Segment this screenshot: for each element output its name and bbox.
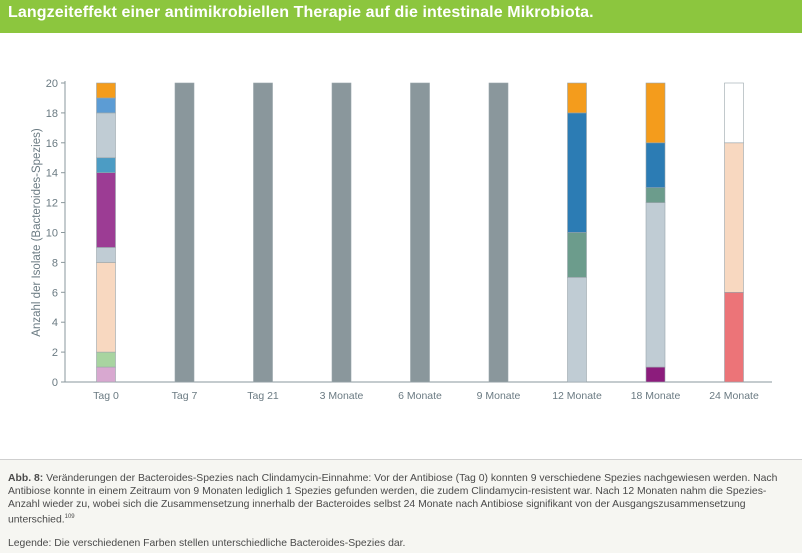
chart-panel: 0 2 4 6 8 10 12 14 16 18 20 Anzahl der Isolate (Bac… bbox=[0, 33, 802, 460]
bar-segment bbox=[646, 367, 665, 382]
bar-segment bbox=[97, 367, 116, 382]
bar-segment bbox=[97, 113, 116, 158]
x-tick-label: 12 Monate bbox=[552, 390, 602, 402]
caption-reference: 109 bbox=[65, 514, 75, 520]
bar-segment bbox=[411, 83, 430, 382]
caption-legend: Legende: Die verschiedenen Farben stelle… bbox=[8, 538, 405, 549]
y-tick-label: 10 bbox=[46, 228, 58, 240]
caption-text: Veränderungen der Bacteroides-Spezies na… bbox=[8, 473, 777, 525]
bar-segment bbox=[332, 83, 351, 382]
bar-segment bbox=[725, 143, 744, 292]
bar-segment bbox=[646, 188, 665, 203]
x-tick-label: 9 Monate bbox=[477, 390, 521, 402]
y-tick-label: 12 bbox=[46, 198, 58, 210]
y-tick-label: 16 bbox=[46, 138, 58, 150]
bar-segment bbox=[568, 113, 587, 233]
y-tick-label: 0 bbox=[52, 377, 58, 389]
x-tick-label: 24 Monate bbox=[709, 390, 759, 402]
bar-segment bbox=[97, 158, 116, 173]
y-tick-label: 18 bbox=[46, 108, 58, 120]
y-tick-label: 20 bbox=[46, 78, 58, 90]
y-tick-label: 14 bbox=[46, 168, 58, 180]
bar-segment bbox=[97, 83, 116, 98]
x-tick-label: 3 Monate bbox=[320, 390, 364, 402]
bar-segment bbox=[97, 173, 116, 248]
title-banner: Langzeiteffekt einer antimikrobiellen Th… bbox=[0, 0, 802, 33]
bar-segment bbox=[725, 292, 744, 382]
bar-segment bbox=[568, 277, 587, 382]
bar-segment bbox=[489, 83, 508, 382]
x-tick-label: 6 Monate bbox=[398, 390, 442, 402]
bar-segment bbox=[97, 352, 116, 367]
y-axis-label: Anzahl der Isolate (Bacteroides-Spezies) bbox=[31, 128, 43, 337]
bar-segment bbox=[97, 98, 116, 113]
bar-segment bbox=[725, 83, 744, 143]
bar-segment bbox=[646, 143, 665, 188]
x-tick-label: 18 Monate bbox=[631, 390, 681, 402]
stacked-bar-chart: 0 2 4 6 8 10 12 14 16 18 20 Anzahl der Isolate (Bac… bbox=[0, 33, 802, 459]
x-tick-label: Tag 7 bbox=[172, 390, 198, 402]
bar-segment bbox=[568, 83, 587, 113]
bar-segment bbox=[97, 262, 116, 352]
bar-segment bbox=[646, 203, 665, 367]
x-tick-label: Tag 21 bbox=[247, 390, 279, 402]
bar-segment bbox=[254, 83, 273, 382]
chart-title: Langzeiteffekt einer antimikrobiellen Th… bbox=[8, 4, 594, 22]
bar-segment bbox=[97, 247, 116, 262]
y-tick-label: 6 bbox=[52, 287, 58, 299]
bar-segment bbox=[646, 83, 665, 143]
y-tick-label: 4 bbox=[52, 317, 58, 329]
y-tick-label: 2 bbox=[52, 347, 58, 359]
bar-segment bbox=[175, 83, 194, 382]
figure-caption: Abb. 8: Veränderungen der Bacteroides-Sp… bbox=[8, 472, 794, 526]
y-tick-label: 8 bbox=[52, 257, 58, 269]
caption-label: Abb. 8: bbox=[8, 473, 43, 484]
x-tick-label: Tag 0 bbox=[93, 390, 119, 402]
bar-segment bbox=[568, 233, 587, 278]
